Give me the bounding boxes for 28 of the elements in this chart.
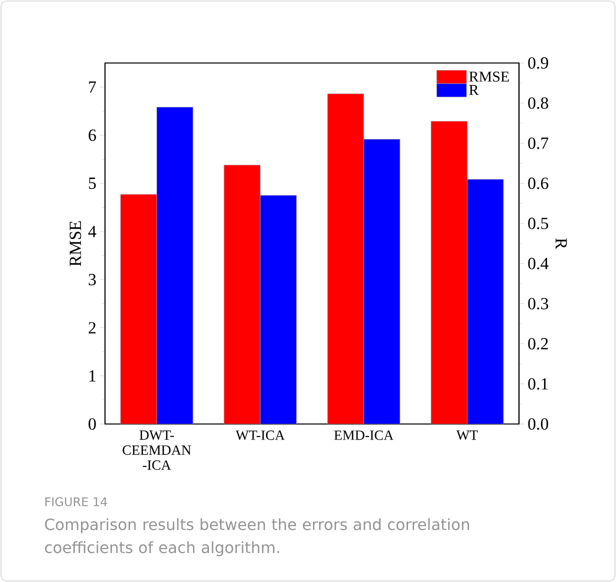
x-tick-label: DWT-CEEMDAN -ICA: [122, 430, 192, 470]
y2-tick-label: 0.7: [528, 137, 548, 149]
x-tick-label: EMD-ICA: [334, 430, 394, 440]
y-tick-label: 7: [89, 82, 96, 93]
y-tick-label: 0: [88, 418, 96, 430]
y2-tick-label: 0.6: [528, 178, 548, 190]
y2-tick-label: 0.1: [528, 378, 548, 390]
x-tick-label: WT-ICA: [236, 430, 285, 440]
y2-tick-label: 0.0: [528, 418, 548, 430]
y2-axis-title: R: [556, 238, 567, 250]
y2-tick-label: 0.2: [528, 338, 548, 350]
text: Comparison results between the errors and correlation coefficients of each algorithm.: [45, 518, 470, 556]
y-tick-label: 2: [88, 322, 96, 334]
x-tick-label: WT: [456, 430, 478, 440]
y-tick-label: 6: [88, 129, 96, 141]
y2-tick-label: 0.4: [528, 258, 549, 270]
y2-tick-label: 0.8: [528, 97, 548, 109]
y-axis-title: RMSE: [70, 221, 82, 266]
legend-label: RMSE: [469, 72, 509, 82]
y-tick-label: 3: [88, 274, 96, 286]
y2-tick-label: 0.5: [528, 218, 548, 230]
y-tick-label: 4: [88, 226, 96, 238]
y2-tick-label: 0.9: [528, 57, 548, 69]
legend-label: R: [469, 85, 479, 95]
caption: FIGURE 14: [45, 497, 108, 506]
y2-tick-label: 0.3: [528, 298, 548, 310]
y-tick-label: 5: [88, 178, 96, 189]
y-tick-label: 1: [89, 370, 96, 382]
